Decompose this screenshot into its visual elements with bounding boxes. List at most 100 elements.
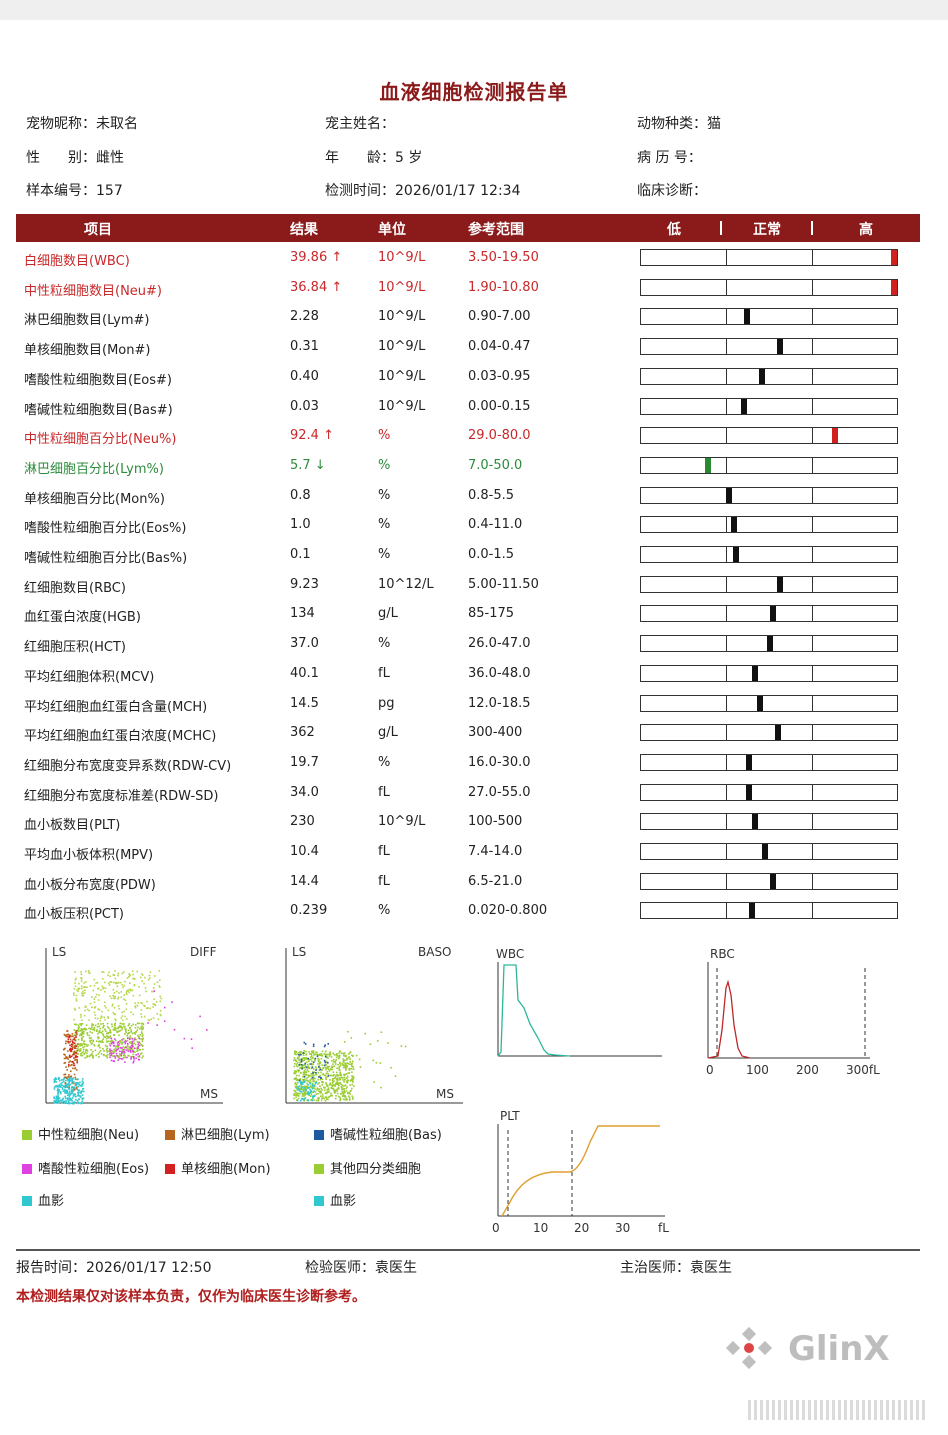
rbc-tick: 300fL — [846, 1063, 880, 1077]
scatter-dot — [101, 1016, 103, 1018]
scatter-dot — [80, 1102, 83, 1104]
scatter-dot — [78, 1089, 80, 1091]
scatter-dot — [89, 1040, 91, 1042]
scatter-dot — [65, 1035, 67, 1038]
scatter-dot — [338, 1062, 341, 1065]
scatter-dot — [81, 1023, 84, 1025]
scatter-dot — [107, 1032, 109, 1034]
scatter-dot — [303, 1080, 305, 1082]
scatter-dot — [73, 1073, 76, 1076]
scatter-dot — [296, 1065, 299, 1068]
scatter-dot — [91, 1026, 93, 1028]
scatter-dot — [342, 1098, 345, 1101]
legend-item: 嗜碱性粒细胞(Bas) — [314, 1124, 442, 1143]
plt-histogram: PLT 0 10 20 30 fL — [492, 1109, 669, 1235]
scatter-dot — [125, 1031, 127, 1034]
wbc-histogram: WBC — [496, 947, 662, 1057]
scatter-dot — [91, 1006, 93, 1008]
scatter-dot — [118, 1007, 121, 1010]
scatter-dot — [312, 1078, 315, 1080]
scatter-dot — [333, 1090, 336, 1092]
scatter-dot — [313, 1085, 315, 1087]
scatter-dot — [125, 1028, 127, 1031]
scatter-dot — [80, 1034, 83, 1037]
scatter-dot — [306, 1086, 308, 1089]
scatter-dot — [128, 991, 130, 994]
scatter-dot — [81, 1094, 84, 1096]
scatter-dot — [129, 1046, 132, 1048]
scatter-dot — [109, 1050, 112, 1053]
scatter-dot — [74, 1078, 77, 1081]
scatter-dot — [153, 998, 156, 1000]
row-result: 36.84 ↑ — [290, 279, 343, 295]
scatter-dot — [343, 1052, 346, 1054]
scatter-dot — [79, 1049, 82, 1052]
scatter-dot — [125, 1003, 128, 1005]
scatter-dot — [53, 1096, 55, 1098]
scatter-dot — [318, 1064, 321, 1067]
scatter-dot — [306, 1063, 309, 1066]
scatter-dot — [313, 1080, 315, 1082]
scatter-dot — [140, 1052, 143, 1054]
scatter-dot — [156, 1013, 158, 1015]
scatter-dot — [94, 1007, 96, 1009]
scatter-dot — [108, 1031, 111, 1034]
scatter-dot — [309, 1088, 311, 1091]
scatter-dot — [295, 1063, 298, 1065]
scatter-dot — [91, 1032, 93, 1034]
scatter-dot — [322, 1066, 325, 1069]
scatter-dot — [325, 1072, 328, 1075]
scatter-dot — [95, 1040, 98, 1042]
scatter-dot — [100, 1053, 103, 1055]
scatter-dot — [70, 1098, 73, 1101]
scatter-dot — [305, 1061, 308, 1063]
scatter-dot — [72, 1103, 74, 1105]
age-field: 年 龄：5 岁 — [325, 147, 422, 167]
scatter-dot — [73, 1042, 76, 1044]
scatter-dot — [307, 1080, 310, 1083]
scatter-dot — [308, 1058, 311, 1061]
scatter-dot — [64, 1082, 67, 1085]
scatter-dot — [299, 1067, 301, 1069]
scatter-dot — [67, 1058, 69, 1060]
scatter-dot — [334, 1077, 336, 1080]
scatter-dot — [79, 1081, 81, 1084]
scatter-dot — [309, 1053, 311, 1055]
scatter-dot — [338, 1055, 341, 1057]
scatter-dot — [125, 992, 128, 994]
scatter-dot — [77, 1085, 79, 1088]
scatter-dot — [304, 1078, 306, 1081]
scatter-dot — [83, 986, 85, 988]
scatter-dot — [341, 1062, 344, 1065]
range-indicator-bar — [640, 249, 898, 266]
scatter-dot — [130, 1056, 133, 1058]
scatter-dot — [131, 1040, 134, 1043]
scatter-dot — [318, 1058, 320, 1061]
scatter-dot — [336, 1092, 339, 1095]
scatter-dot — [78, 1095, 81, 1097]
scatter-dot — [109, 995, 111, 998]
scatter-dot — [295, 1053, 297, 1056]
scatter-dot — [58, 1088, 60, 1091]
scatter-dot — [91, 1023, 93, 1025]
scatter-dot — [75, 1023, 78, 1026]
scatter-dot — [70, 1090, 73, 1092]
scatter-dot — [339, 1098, 342, 1101]
scatter-dot — [72, 1064, 75, 1067]
scatter-dot — [149, 1007, 151, 1010]
scatter-dot — [299, 1080, 302, 1083]
bar-divider — [726, 250, 727, 265]
scatter-dot — [69, 1077, 72, 1079]
scatter-dot — [117, 1044, 119, 1046]
scatter-dot — [67, 1100, 70, 1102]
scatter-dot — [73, 1029, 76, 1031]
scatter-dot — [140, 1031, 143, 1033]
scatter-dot — [325, 1067, 327, 1069]
table-row: 平均红细胞血红蛋白含量(MCH) 14.5 pg 12.0-18.5 — [0, 690, 948, 719]
row-result: 34.0 — [290, 784, 319, 800]
scatter-dot — [295, 1078, 298, 1080]
scatter-dot — [102, 971, 105, 973]
scatter-dot — [138, 1037, 141, 1040]
scatter-dot — [323, 1059, 326, 1062]
bar-divider — [812, 547, 813, 562]
